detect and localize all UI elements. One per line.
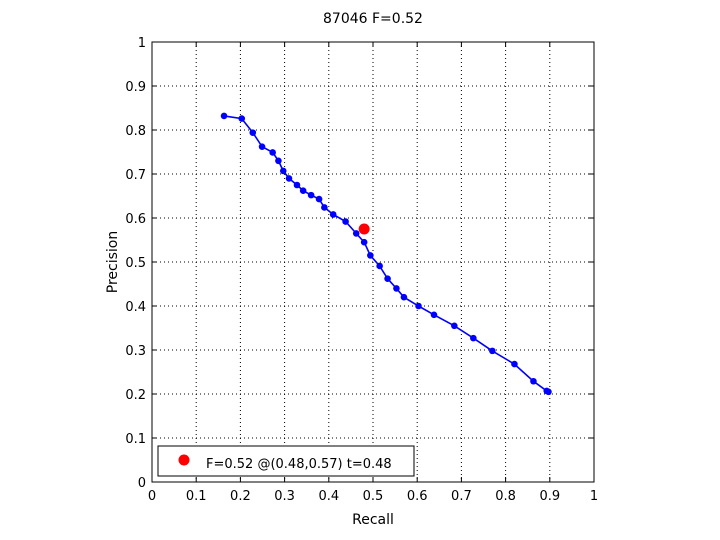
- pr-curve-point: [329, 211, 337, 218]
- pr-curve-point: [511, 360, 518, 368]
- pr-curve-point: [384, 275, 391, 283]
- pr-curve-point: [342, 218, 349, 225]
- x-tick-label: 0.4: [318, 489, 339, 504]
- y-tick-label: 0: [138, 476, 146, 491]
- axis-ticks: 0 0.1 0.2 0.3 0.4 0.5 0.6 0.7 0.8 0.9 1 0 0.1 0.2 0.3 0…: [125, 36, 598, 504]
- x-axis-label: Recall: [352, 512, 394, 528]
- series-group: [220, 112, 552, 396]
- grid-lines: [152, 42, 594, 482]
- legend: F=0.52 @(0.48,0.57) t=0.48: [157, 445, 415, 477]
- pr-curve-point: [321, 204, 328, 211]
- pr-curve-point: [279, 167, 287, 175]
- x-tick-label: 0.2: [230, 489, 251, 504]
- pr-curve-point: [249, 129, 257, 136]
- pr-curve-point: [238, 115, 246, 122]
- y-tick-label: 0.5: [125, 256, 146, 271]
- best-f-point: [358, 223, 370, 235]
- x-tick-label: 0.3: [274, 489, 295, 504]
- pr-curve-point: [220, 112, 228, 120]
- x-tick-label: 0: [148, 489, 156, 504]
- pr-curve-point: [352, 230, 360, 237]
- y-axis-label: Precision: [105, 231, 121, 293]
- pr-curve-point: [367, 252, 374, 259]
- pr-curve-point: [360, 238, 368, 246]
- x-tick-label: 0.9: [539, 489, 560, 504]
- pr-curve-point: [315, 195, 323, 203]
- y-tick-label: 0.9: [125, 80, 146, 95]
- x-tick-label: 0.1: [186, 489, 207, 504]
- pr-curve-point: [275, 157, 282, 165]
- chart-title: 87046 F=0.52: [323, 11, 423, 27]
- legend-marker: [178, 454, 190, 466]
- pr-curve-point: [545, 388, 552, 396]
- y-tick-label: 0.1: [125, 432, 146, 447]
- x-tick-label: 0.7: [451, 489, 472, 504]
- y-tick-label: 1: [138, 36, 146, 51]
- pr-curve-point: [307, 191, 315, 199]
- pr-curve-point: [393, 285, 400, 292]
- x-tick-label: 1: [590, 489, 598, 504]
- y-tick-label: 0.7: [125, 168, 146, 183]
- y-tick-label: 0.3: [125, 344, 146, 359]
- pr-curve-point: [269, 149, 276, 156]
- pr-curve-point: [489, 347, 496, 355]
- pr-curve-point: [285, 175, 293, 182]
- pr-curve-point: [400, 293, 408, 301]
- legend-box: [157, 445, 415, 477]
- pr-curve-point: [430, 311, 438, 319]
- y-tick-label: 0.8: [125, 124, 146, 139]
- pr-curve-point: [258, 143, 266, 151]
- y-tick-label: 0.6: [125, 212, 146, 227]
- pr-curve-point: [376, 262, 383, 270]
- pr-curve-point: [293, 181, 301, 189]
- pr-curve-point: [451, 322, 458, 330]
- x-tick-label: 0.5: [363, 489, 384, 504]
- y-tick-label: 0.4: [125, 300, 146, 315]
- y-tick-label: 0.2: [125, 388, 146, 403]
- legend-label: F=0.52 @(0.48,0.57) t=0.48: [206, 457, 392, 472]
- pr-curve-point: [299, 187, 307, 195]
- x-tick-label: 0.6: [407, 489, 428, 504]
- pr-curve-point: [530, 377, 537, 385]
- x-tick-label: 0.8: [495, 489, 516, 504]
- pr-curve-point: [415, 302, 422, 310]
- pr-curve-point: [470, 334, 477, 342]
